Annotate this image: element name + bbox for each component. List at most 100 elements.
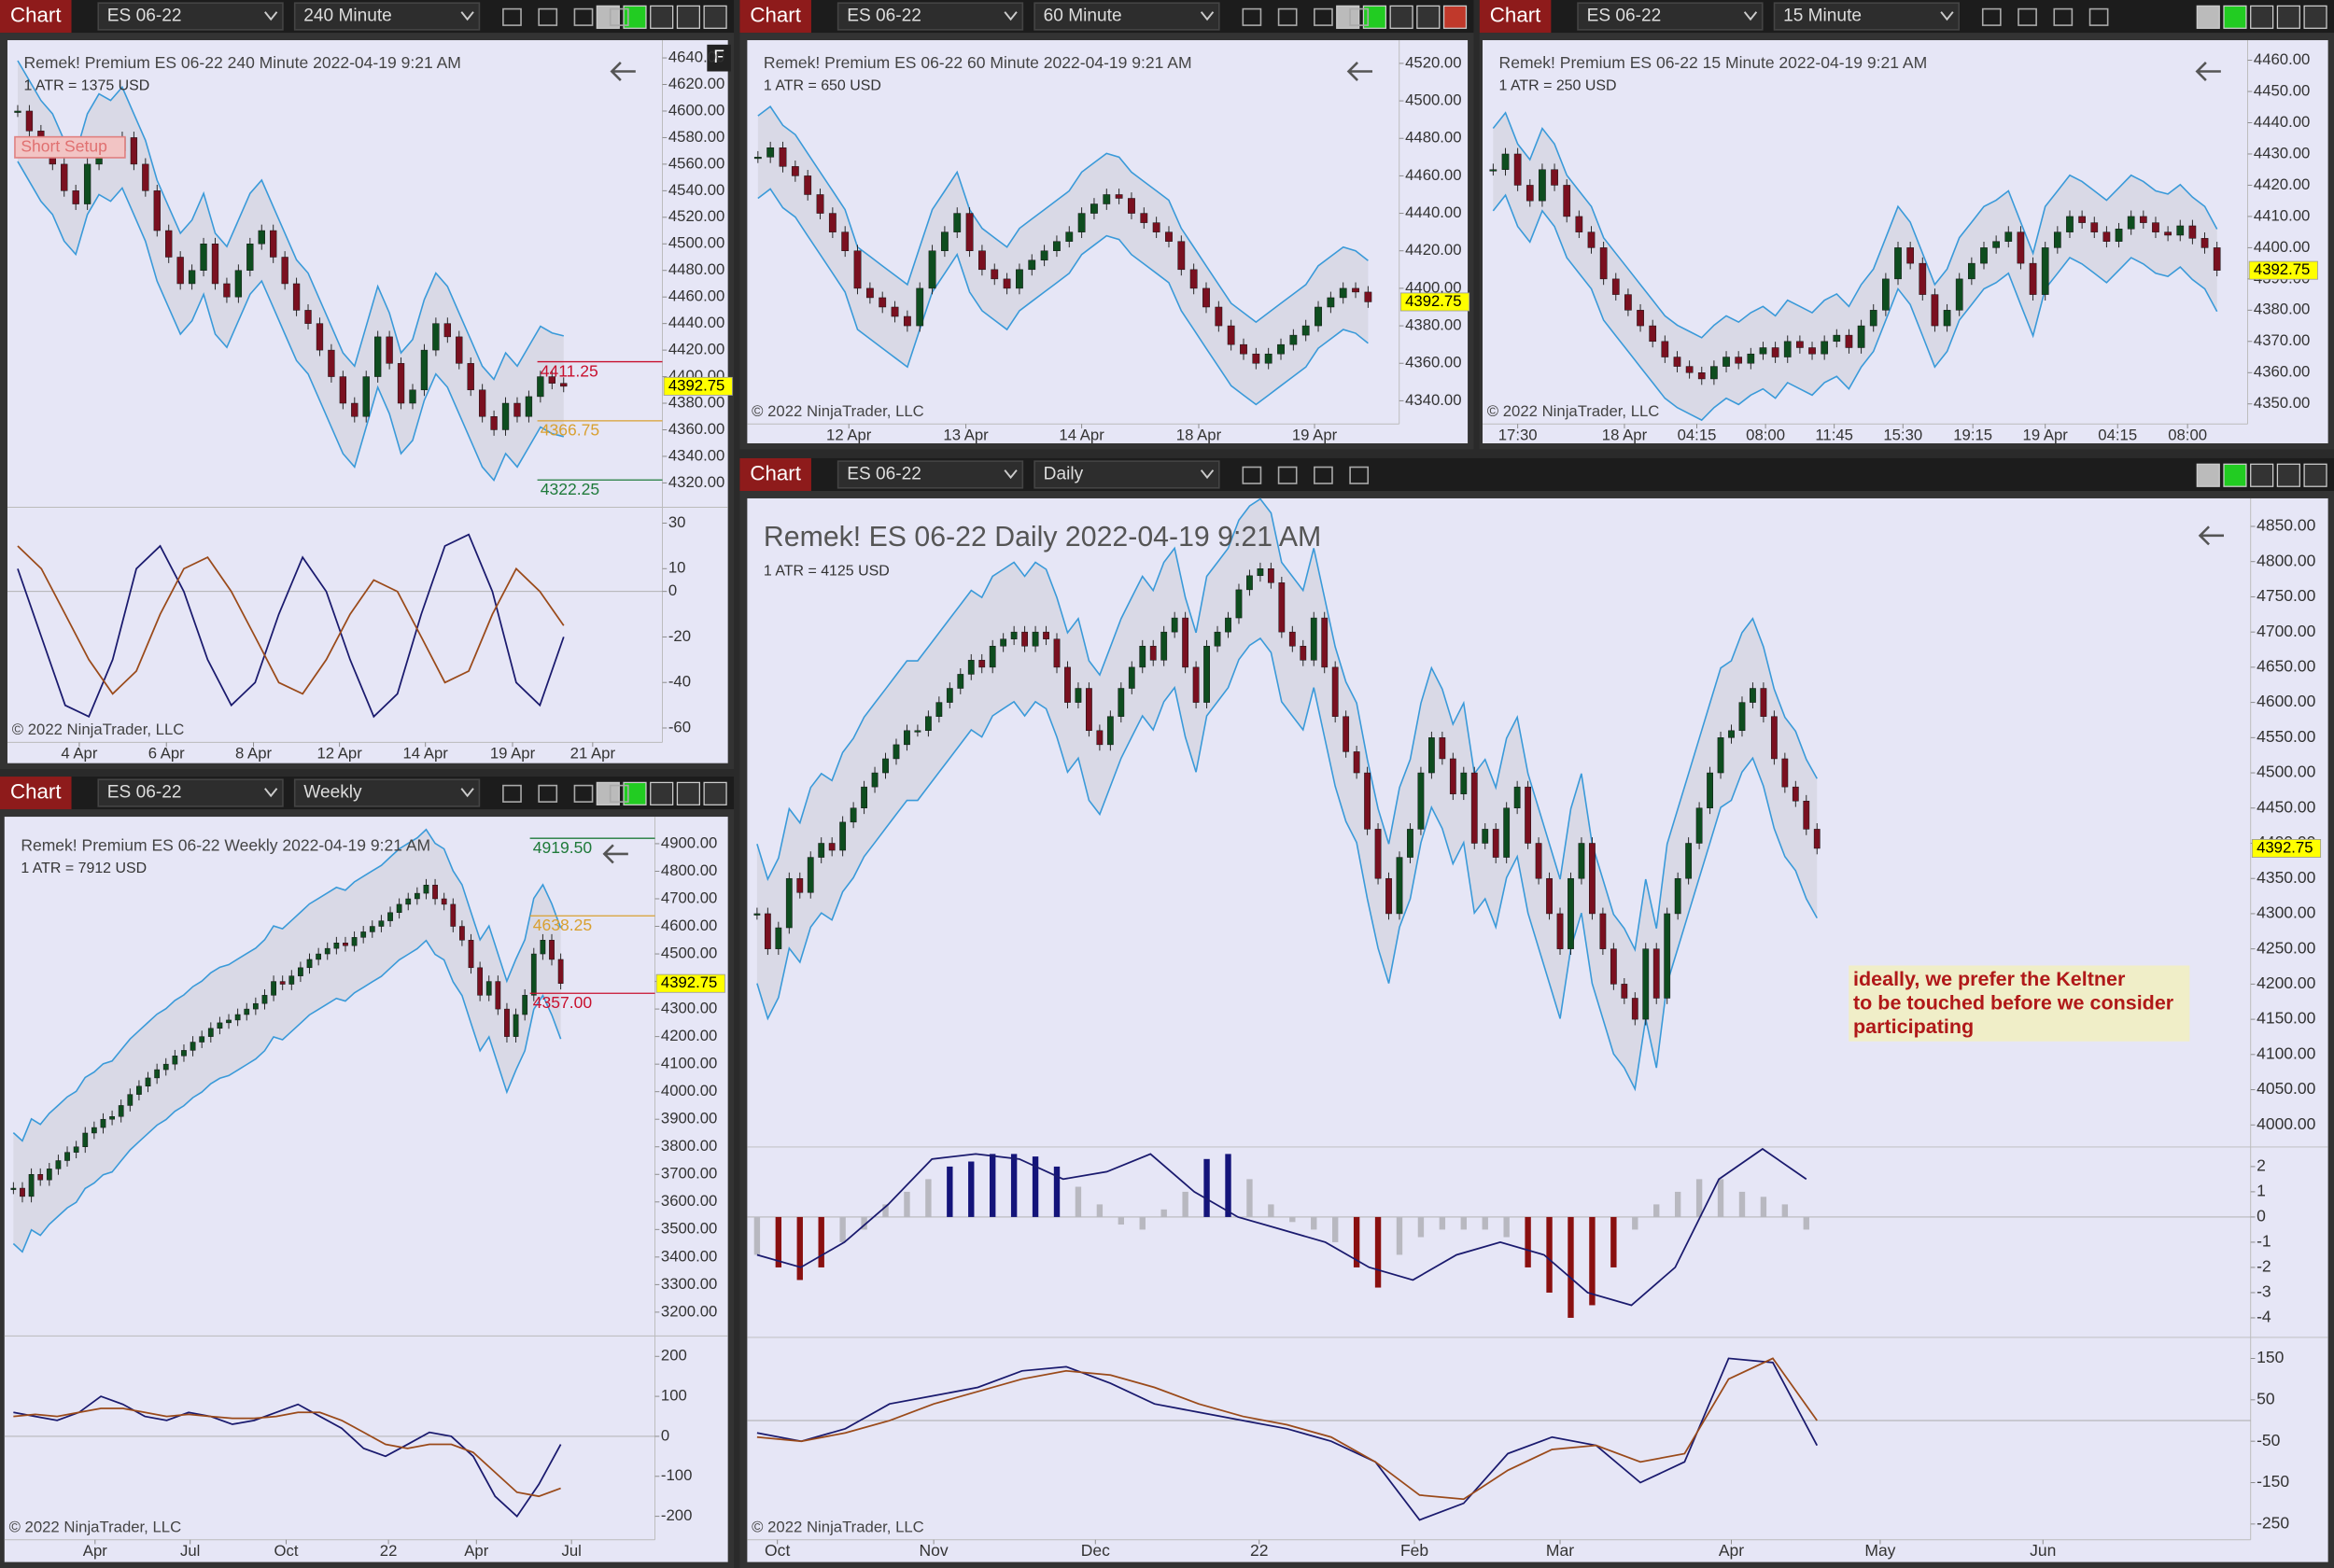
toolbar-icon[interactable]: [1242, 7, 1262, 26]
toolbar-icon[interactable]: [1242, 466, 1262, 484]
window-button[interactable]: [2250, 463, 2274, 487]
chart-tab-label[interactable]: Chart: [10, 3, 62, 26]
candle: [468, 940, 474, 969]
toolbar-icon[interactable]: [1277, 466, 1298, 484]
window-button[interactable]: [623, 781, 647, 805]
window-button[interactable]: [2223, 463, 2247, 487]
window-button[interactable]: [2276, 463, 2300, 487]
toolbar-icon[interactable]: [1349, 7, 1370, 26]
timeframe-label[interactable]: 60 Minute: [1044, 7, 1122, 26]
toolbar-icon[interactable]: [502, 784, 522, 803]
window-button[interactable]: [676, 5, 700, 29]
timeframe-dropdown[interactable]: [293, 2, 481, 31]
chart-tab-label[interactable]: Chart: [750, 461, 801, 484]
y-tick-label: 4360.00: [668, 420, 724, 438]
timeframe-dropdown[interactable]: [1773, 2, 1961, 31]
candle: [328, 349, 335, 377]
chart-tab-label[interactable]: Chart: [1490, 3, 1541, 26]
window-button[interactable]: [1389, 5, 1413, 29]
toolbar-icon[interactable]: [609, 7, 629, 26]
candle: [83, 163, 91, 204]
window-button[interactable]: [2223, 5, 2247, 29]
window-button[interactable]: [2303, 463, 2327, 487]
instrument-dropdown[interactable]: [1577, 2, 1764, 31]
back-arrow[interactable]: [610, 62, 636, 81]
histogram-bar: [753, 1216, 761, 1255]
instrument-dropdown[interactable]: [837, 2, 1024, 31]
window-button[interactable]: [703, 5, 727, 29]
instrument-dropdown[interactable]: [97, 778, 284, 807]
candle: [1214, 631, 1221, 647]
toolbar-icon[interactable]: [573, 7, 594, 26]
window-button[interactable]: [703, 781, 727, 805]
window-button[interactable]: [2276, 5, 2300, 29]
window-button[interactable]: [1416, 5, 1441, 29]
window-button[interactable]: [2250, 5, 2274, 29]
instrument-label[interactable]: ES 06-22: [107, 7, 182, 26]
window-button[interactable]: [650, 5, 674, 29]
candle: [1165, 231, 1173, 242]
toolbar-icon[interactable]: [2088, 7, 2109, 26]
toolbar-icon[interactable]: [1314, 466, 1333, 484]
window-button[interactable]: [596, 5, 620, 29]
candle: [423, 884, 429, 894]
toolbar-icon[interactable]: [538, 7, 558, 26]
instrument-label[interactable]: ES 06-22: [1587, 7, 1662, 26]
toolbar-icon[interactable]: [2018, 7, 2037, 26]
chart-tab-label[interactable]: Chart: [10, 779, 62, 803]
candle: [109, 1116, 115, 1120]
timeframe-label[interactable]: 240 Minute: [303, 7, 392, 26]
timeframe-dropdown[interactable]: [293, 778, 481, 807]
toolbar-icon[interactable]: [573, 784, 594, 803]
window-button[interactable]: [2196, 463, 2220, 487]
candle: [1575, 216, 1583, 232]
window-button[interactable]: [1442, 5, 1468, 29]
toolbar-icon[interactable]: [538, 784, 558, 803]
chart-tab[interactable]: [739, 457, 811, 491]
window-button[interactable]: [2303, 5, 2327, 29]
toolbar-icon[interactable]: [1314, 7, 1333, 26]
back-arrow[interactable]: [602, 844, 628, 864]
timeframe-dropdown[interactable]: [1033, 460, 1220, 489]
chart-tab[interactable]: [739, 0, 811, 34]
chart-tab[interactable]: [0, 0, 72, 34]
toolbar-icon[interactable]: [2053, 7, 2074, 26]
instrument-dropdown[interactable]: [837, 460, 1024, 489]
toolbar-icon[interactable]: [1981, 7, 2002, 26]
candle: [1352, 287, 1359, 293]
last-price-label: 4392.75: [2254, 260, 2310, 278]
candle: [1152, 222, 1160, 232]
chart-tab[interactable]: [1479, 0, 1552, 34]
y-tick-label: 4300.00: [661, 1000, 717, 1017]
atr-label: 1 ATR = 7912 USD: [21, 861, 147, 876]
chart-tab-label[interactable]: Chart: [750, 3, 801, 26]
toolbar-icon[interactable]: [1277, 7, 1298, 26]
dropdown-caret: [460, 11, 474, 21]
back-arrow[interactable]: [2198, 525, 2225, 546]
toolbar-icon[interactable]: [1349, 466, 1370, 484]
timeframe-dropdown[interactable]: [1033, 2, 1220, 31]
window-button[interactable]: [650, 781, 674, 805]
window-button[interactable]: [596, 781, 620, 805]
window-button[interactable]: [623, 5, 647, 29]
toolbar-icon[interactable]: [502, 7, 522, 26]
window-button[interactable]: [1362, 5, 1387, 29]
window-button[interactable]: [2196, 5, 2220, 29]
window-button[interactable]: [1336, 5, 1360, 29]
window-button[interactable]: [676, 781, 700, 805]
instrument-label[interactable]: ES 06-22: [847, 465, 921, 484]
histogram-bar: [1439, 1216, 1446, 1230]
y-tick-label: 150: [2257, 1348, 2284, 1366]
instrument-label[interactable]: ES 06-22: [847, 7, 921, 26]
chart-tab[interactable]: [0, 777, 72, 810]
timeframe-label[interactable]: Daily: [1044, 465, 1084, 484]
timeframe-label[interactable]: 15 Minute: [1783, 7, 1862, 26]
instrument-dropdown[interactable]: [97, 2, 284, 31]
timeframe-label[interactable]: Weekly: [303, 783, 362, 803]
back-arrow[interactable]: [1346, 62, 1373, 81]
instrument-label[interactable]: ES 06-22: [107, 783, 182, 803]
toolbar-icon[interactable]: [609, 784, 629, 803]
y-tick-label: 4460.00: [668, 287, 724, 305]
candle: [1086, 688, 1092, 732]
back-arrow[interactable]: [2195, 62, 2221, 81]
